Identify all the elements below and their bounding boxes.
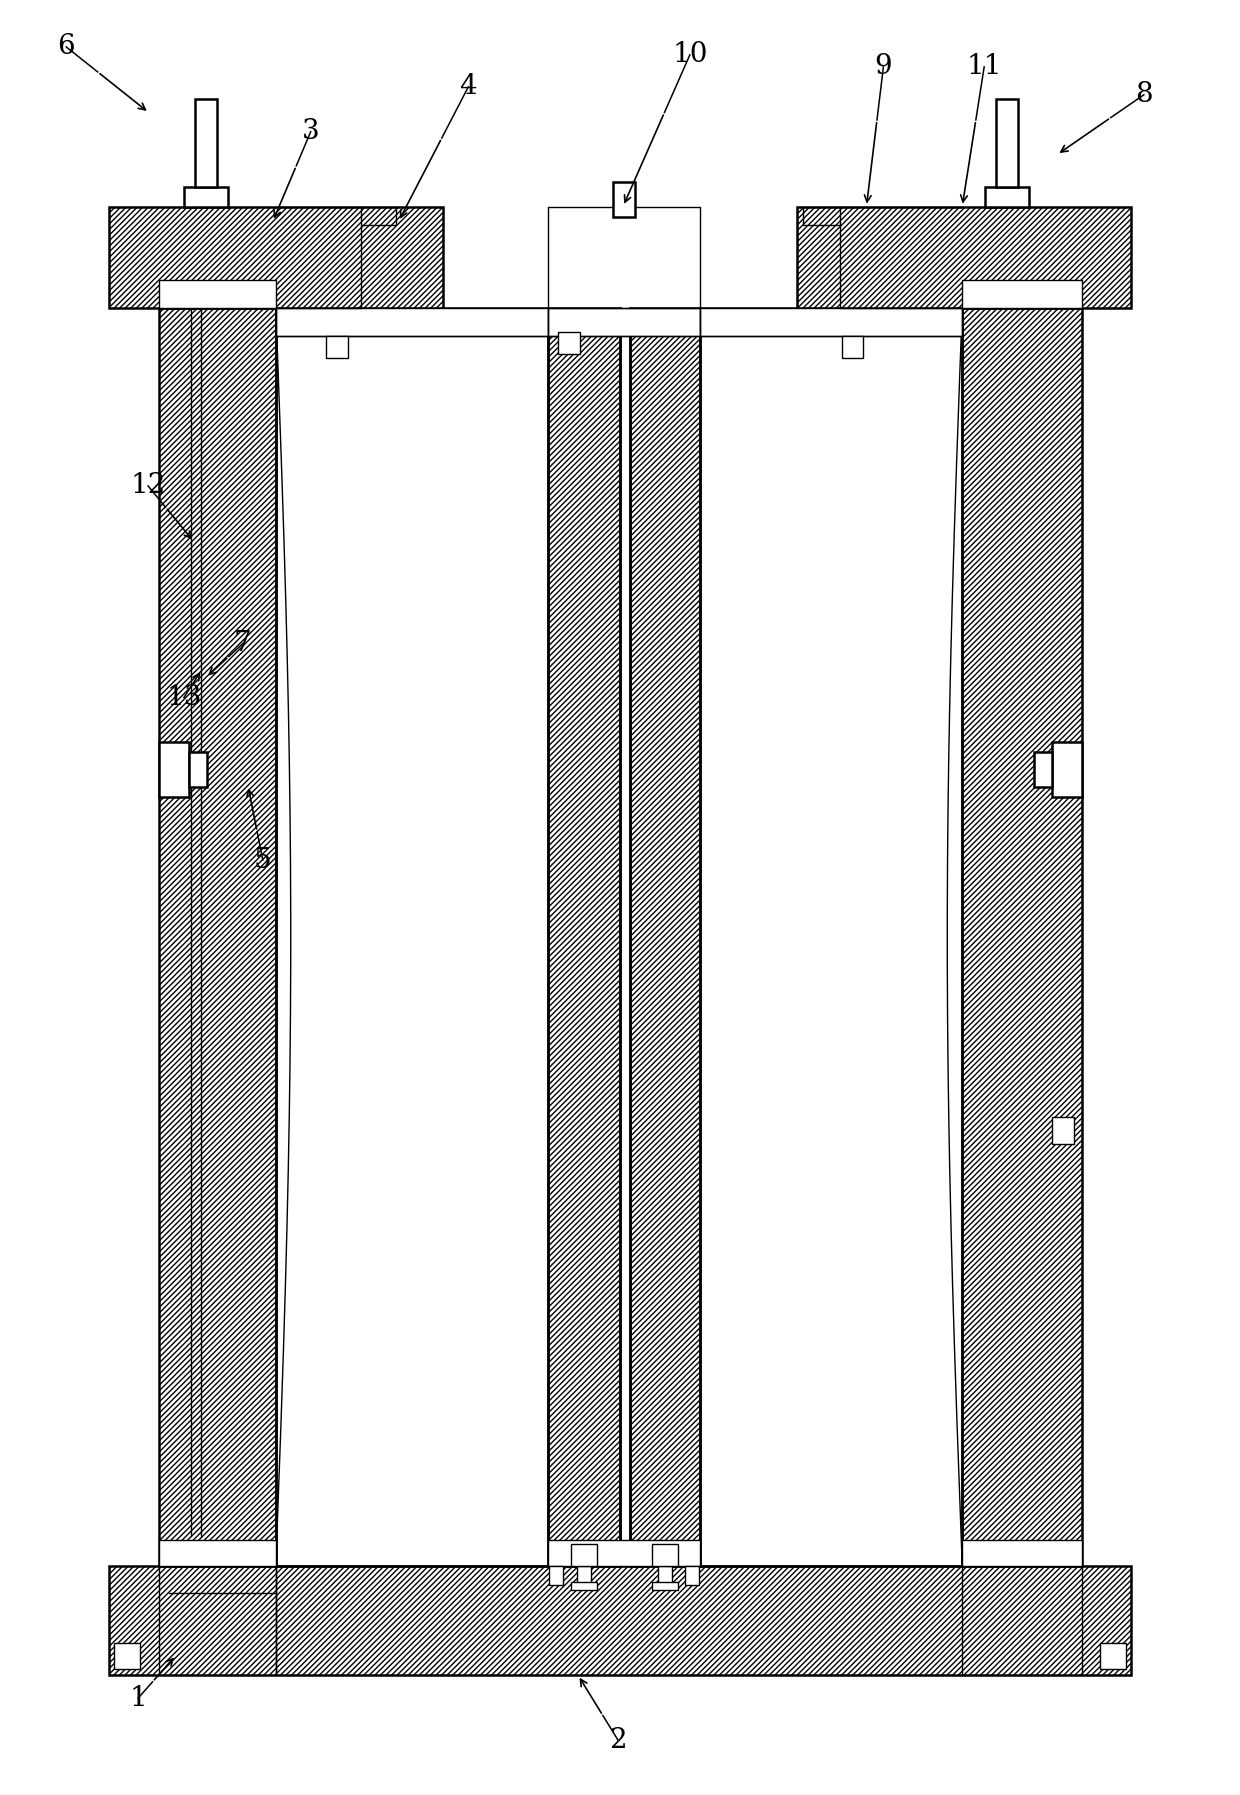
Bar	[326, 336, 347, 359]
Bar	[572, 1583, 596, 1590]
Bar	[572, 1544, 596, 1565]
Bar	[613, 181, 635, 217]
Bar	[188, 752, 207, 788]
Text: 12: 12	[130, 472, 166, 499]
Bar	[658, 1565, 672, 1585]
Bar	[159, 743, 188, 797]
Bar	[159, 280, 275, 309]
Bar	[1100, 1644, 1126, 1669]
Bar	[986, 187, 1029, 206]
Bar	[1052, 743, 1083, 797]
Text: 13: 13	[166, 684, 202, 711]
Bar	[558, 332, 580, 354]
Text: 11: 11	[966, 54, 1002, 81]
Text: 7: 7	[234, 630, 252, 657]
Bar	[109, 206, 444, 309]
Bar	[699, 309, 962, 1565]
Bar	[549, 1565, 563, 1585]
Text: 9: 9	[874, 54, 893, 81]
Bar	[114, 1644, 140, 1669]
Bar	[684, 1565, 699, 1585]
Bar	[796, 206, 1131, 309]
Bar	[1052, 1116, 1074, 1145]
Bar	[184, 187, 228, 206]
Text: 6: 6	[57, 34, 76, 61]
Bar	[842, 336, 863, 359]
Bar	[652, 1583, 678, 1590]
Text: 5: 5	[254, 847, 272, 874]
Bar	[996, 99, 1018, 187]
Text: 10: 10	[672, 41, 708, 68]
Text: 3: 3	[301, 118, 320, 145]
Bar	[195, 99, 217, 187]
Bar	[962, 280, 1083, 309]
Bar	[275, 309, 548, 336]
Bar	[548, 309, 620, 1565]
Bar	[109, 1565, 1131, 1675]
Bar	[962, 1540, 1083, 1565]
Text: 1: 1	[129, 1686, 148, 1712]
Bar	[699, 309, 962, 336]
Bar	[962, 309, 1083, 1565]
Text: 8: 8	[1135, 81, 1153, 108]
Bar	[159, 1540, 275, 1565]
Text: 2: 2	[609, 1727, 626, 1754]
Bar	[577, 1565, 591, 1585]
Bar	[275, 309, 548, 1565]
Bar	[630, 309, 699, 1565]
Bar	[1034, 752, 1052, 788]
Bar	[652, 1544, 678, 1565]
Text: 4: 4	[460, 74, 477, 101]
Bar	[548, 309, 699, 336]
Bar	[548, 1540, 699, 1565]
Bar	[620, 309, 630, 1565]
Bar	[159, 309, 275, 1565]
